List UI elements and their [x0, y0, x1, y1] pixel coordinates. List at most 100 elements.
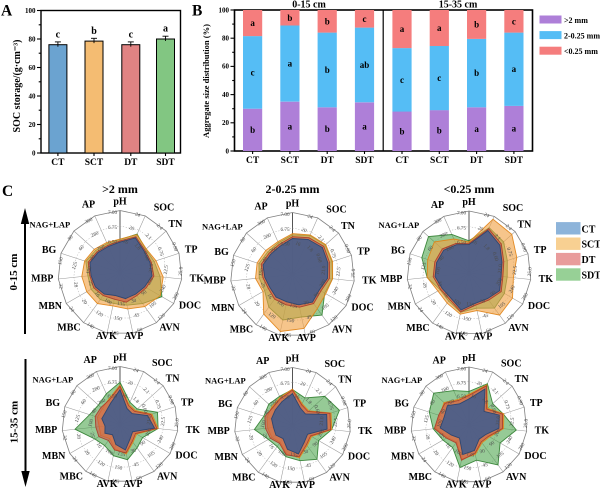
svg-text:7.00: 7.00: [108, 366, 117, 372]
svg-text:0-15 cm: 0-15 cm: [292, 0, 326, 11]
svg-text:CT: CT: [51, 158, 65, 168]
svg-text:7.00: 7.00: [457, 211, 466, 217]
svg-text:SDT: SDT: [156, 158, 175, 168]
svg-text:20: 20: [476, 380, 484, 388]
svg-text:AP: AP: [254, 202, 267, 213]
svg-text:DT: DT: [470, 156, 484, 166]
svg-text:AVN: AVN: [506, 472, 527, 483]
svg-text:b: b: [437, 126, 442, 136]
svg-text:165: 165: [111, 478, 120, 486]
svg-text:200: 200: [493, 428, 502, 438]
svg-text:c: c: [437, 73, 441, 83]
svg-text:0.75: 0.75: [326, 400, 335, 411]
svg-text:20: 20: [128, 225, 136, 233]
svg-text:150: 150: [113, 315, 122, 323]
svg-text:TP: TP: [185, 245, 198, 256]
svg-text:24: 24: [420, 456, 428, 464]
svg-text:2.4: 2.4: [327, 225, 336, 234]
svg-text:20: 20: [127, 380, 135, 388]
svg-text:140: 140: [437, 471, 447, 481]
svg-text:100: 100: [25, 7, 36, 15]
svg-text:b: b: [474, 68, 479, 78]
svg-text:AVK: AVK: [97, 479, 118, 490]
svg-text:0.90: 0.90: [170, 242, 179, 253]
svg-text:200: 200: [495, 277, 504, 287]
svg-text:A: A: [1, 3, 13, 20]
svg-text:pH: pH: [113, 353, 127, 364]
svg-text:20: 20: [477, 225, 485, 233]
svg-text:16: 16: [121, 392, 129, 400]
svg-text:60: 60: [485, 476, 492, 483]
svg-text:60: 60: [252, 399, 260, 407]
svg-text:AVP: AVP: [296, 480, 315, 491]
svg-text:24: 24: [481, 367, 489, 375]
svg-text:120: 120: [445, 459, 455, 469]
svg-text:20: 20: [255, 450, 263, 458]
svg-text:24: 24: [483, 212, 491, 220]
svg-text:TK: TK: [190, 274, 205, 285]
svg-text:20: 20: [429, 299, 437, 307]
svg-text:45: 45: [306, 314, 313, 321]
svg-text:80: 80: [70, 389, 78, 397]
svg-text:125: 125: [71, 261, 79, 271]
svg-text:AVK: AVK: [96, 331, 117, 342]
svg-text:280: 280: [168, 441, 177, 451]
svg-text:125: 125: [423, 414, 431, 424]
svg-text:a: a: [288, 59, 293, 69]
svg-text:280: 280: [440, 385, 450, 394]
svg-text:2.4: 2.4: [324, 378, 333, 387]
svg-text:MBN: MBN: [39, 301, 63, 312]
svg-text:6.75: 6.75: [280, 381, 289, 387]
svg-text:28: 28: [75, 434, 82, 440]
svg-text:AVK: AVK: [268, 333, 289, 344]
svg-text:16: 16: [294, 240, 302, 248]
svg-text:100: 100: [260, 419, 268, 429]
svg-text:6.75: 6.75: [457, 380, 466, 386]
svg-text:c: c: [129, 29, 134, 40]
svg-text:2-0.25 mm: 2-0.25 mm: [564, 31, 600, 40]
svg-text:SCT: SCT: [430, 156, 449, 166]
svg-text:150: 150: [406, 257, 414, 267]
svg-text:NAG+LAP: NAG+LAP: [32, 374, 73, 384]
svg-text:120: 120: [155, 461, 165, 471]
svg-text:100: 100: [277, 449, 287, 459]
svg-text:2.1: 2.1: [314, 388, 323, 397]
svg-text:32: 32: [406, 284, 413, 290]
svg-text:20: 20: [253, 300, 261, 308]
svg-text:1.8: 1.8: [304, 397, 313, 406]
svg-text:0.60: 0.60: [489, 404, 498, 415]
svg-text:0-15 cm: 0-15 cm: [8, 254, 20, 291]
svg-text:22.5: 22.5: [160, 416, 167, 426]
svg-text:TN: TN: [515, 374, 530, 385]
svg-text:7.00: 7.00: [280, 212, 289, 218]
svg-text:MBP: MBP: [204, 276, 226, 287]
svg-text:200: 200: [317, 428, 326, 438]
svg-text:45: 45: [306, 462, 313, 469]
svg-text:150: 150: [230, 258, 238, 268]
svg-text:165: 165: [283, 332, 292, 340]
svg-text:b: b: [474, 20, 479, 30]
svg-text:100: 100: [258, 267, 266, 277]
svg-text:150: 150: [286, 465, 295, 473]
svg-text:45: 45: [133, 461, 140, 468]
svg-text:140: 140: [88, 470, 98, 480]
svg-text:24: 24: [306, 213, 314, 221]
svg-text:300: 300: [435, 373, 445, 382]
svg-text:Aggregate size distribution (%: Aggregate size distribution (%): [201, 24, 211, 138]
svg-text:NAG+LAP: NAG+LAP: [205, 375, 246, 385]
svg-text:80: 80: [416, 234, 424, 242]
svg-text:MBC: MBC: [60, 472, 83, 483]
svg-text:2.1: 2.1: [142, 387, 151, 396]
svg-text:240: 240: [156, 434, 165, 444]
svg-text:2.1: 2.1: [316, 235, 325, 244]
svg-text:25.0: 25.0: [350, 268, 357, 278]
svg-text:15-35 cm: 15-35 cm: [9, 401, 21, 443]
svg-text:SOC: SOC: [325, 359, 346, 370]
svg-text:TK: TK: [539, 274, 554, 285]
svg-text:6.75: 6.75: [108, 225, 117, 231]
svg-text:24: 24: [416, 306, 424, 314]
svg-text:2-0.25 mm: 2-0.25 mm: [266, 182, 320, 196]
svg-text:300: 300: [258, 373, 268, 382]
svg-text:MBC: MBC: [230, 325, 253, 336]
svg-text:6.50: 6.50: [280, 242, 289, 248]
